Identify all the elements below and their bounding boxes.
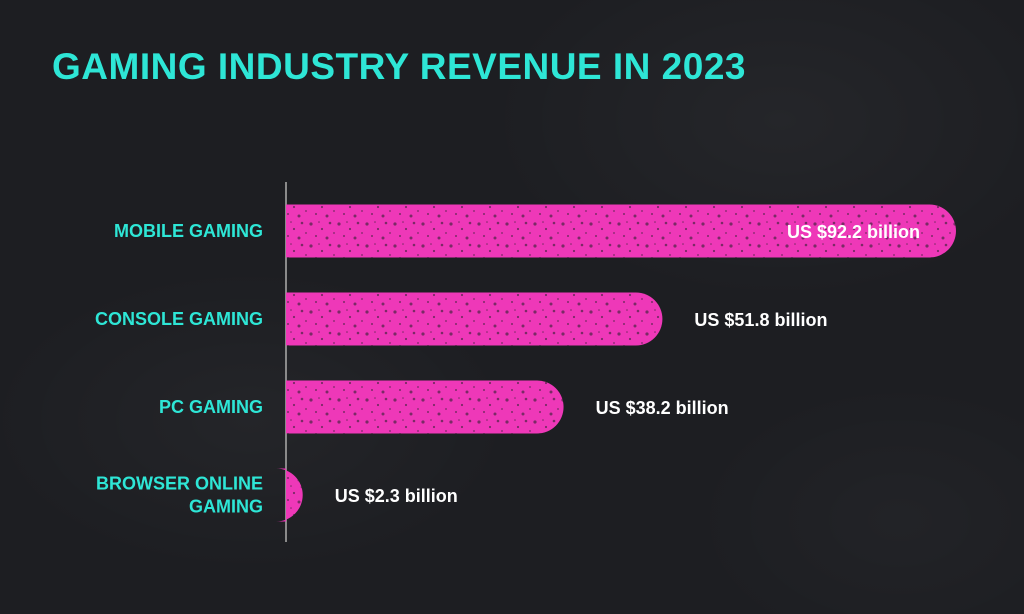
bar-texture-2 [286,380,564,434]
category-label-3: BROWSER ONLINE GAMING [96,474,263,517]
value-label-0: US $92.2 billion [787,222,920,242]
category-label-line: CONSOLE GAMING [95,309,263,329]
category-label-2: PC GAMING [159,397,263,417]
value-label-2: US $38.2 billion [596,398,729,418]
category-label-1: CONSOLE GAMING [95,309,263,329]
bar-texture-3 [276,468,303,522]
category-label-line: PC GAMING [159,397,263,417]
category-label-line: MOBILE GAMING [114,221,263,241]
chart-title: GAMING INDUSTRY REVENUE IN 2023 [52,46,746,87]
bar-texture-1 [286,292,663,346]
category-label-line: BROWSER ONLINE [96,474,263,494]
bar-texture-0 [286,204,956,258]
value-label-3: US $2.3 billion [335,486,458,506]
category-label-line: GAMING [189,497,263,517]
value-label-1: US $51.8 billion [694,310,827,330]
category-label-0: MOBILE GAMING [114,221,263,241]
